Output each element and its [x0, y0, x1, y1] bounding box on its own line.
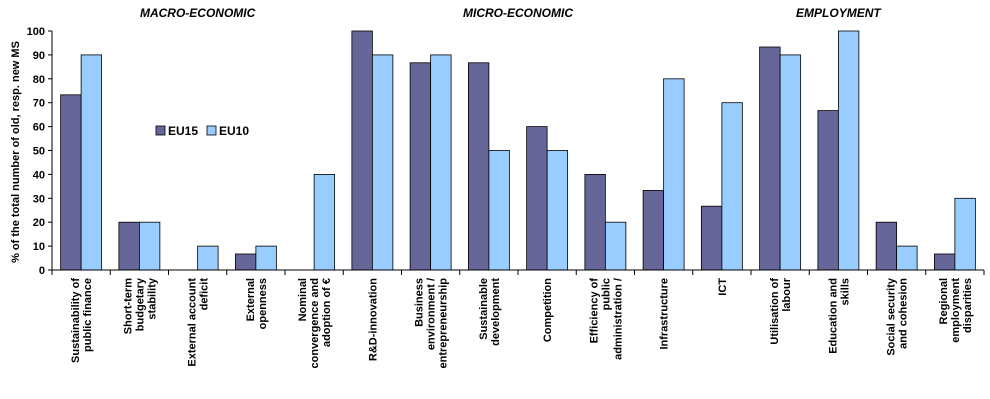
bar-eu15 — [584, 173, 606, 271]
bar-eu10 — [197, 245, 219, 271]
x-axis: Sustainability ofpublic finance Short-ter… — [51, 269, 985, 369]
bar-eu15 — [642, 190, 665, 271]
y-tick-label: 0 — [39, 265, 45, 277]
y-axis: 0 10 20 30 40 50 60 70 80 90 100 — [27, 26, 53, 277]
legend-label-eu10: EU10 — [219, 124, 249, 138]
group-label: MACRO-ECONOMIC — [140, 6, 256, 20]
bar-eu10 — [138, 221, 161, 271]
bar-eu10 — [721, 102, 743, 271]
bar-eu15 — [700, 205, 723, 271]
bar-eu10 — [313, 173, 336, 271]
y-tick-label: 60 — [33, 122, 45, 134]
y-tick-label: 100 — [27, 26, 45, 38]
x-category-label: Nominalconvergence andadoption of € — [297, 278, 333, 368]
y-axis-title: % of the total number of old, resp. new … — [10, 41, 22, 263]
x-category-label: Infrastructure — [659, 278, 671, 350]
x-category-label: ICT — [717, 278, 729, 296]
x-category-label: Sustainabledevelopment — [478, 278, 502, 346]
x-category-label: Businessenvironment /entrepreneurship — [414, 278, 450, 369]
bar-eu15 — [817, 110, 839, 271]
y-tick-label: 90 — [33, 50, 45, 62]
bar-eu15 — [933, 253, 956, 271]
bar-eu15 — [875, 221, 898, 271]
bar-eu15 — [526, 126, 548, 271]
x-category-label: Regionalemploymentdisparities — [938, 278, 974, 343]
bar-eu10 — [837, 30, 860, 271]
y-tick-label: 10 — [33, 241, 45, 253]
group-label: MICRO-ECONOMIC — [463, 6, 573, 20]
x-category-label: Competition — [542, 278, 554, 342]
y-tick-label: 40 — [33, 169, 45, 181]
bar-eu15 — [234, 253, 257, 271]
x-category-label: Efficiency ofpublicadministration / — [588, 278, 624, 360]
legend: EU15 EU10 — [155, 124, 249, 138]
bar-eu10 — [255, 245, 277, 271]
x-category-label: Social securityand cohesion — [886, 277, 910, 356]
bar-eu10 — [604, 221, 627, 271]
bar-eu15 — [467, 62, 490, 271]
bar-eu10 — [430, 54, 452, 271]
y-tick-label: 20 — [33, 217, 45, 229]
bar-eu10 — [779, 54, 802, 271]
x-category-label: Education andskills — [827, 278, 851, 354]
bar-eu15 — [409, 62, 432, 271]
legend-swatch-eu15 — [155, 125, 166, 136]
bar-eu10 — [488, 150, 510, 271]
bar-eu15 — [759, 46, 781, 271]
bar-eu10 — [954, 197, 976, 271]
x-category-label: External accountdeficit — [187, 278, 211, 367]
bar-eu10 — [663, 78, 685, 271]
bar-eu10 — [371, 54, 394, 271]
group-labels: MACRO-ECONOMIC MICRO-ECONOMIC EMPLOYMENT — [140, 6, 882, 20]
y-tick-label: 70 — [33, 98, 45, 110]
x-category-label: Short-termbudgetarystability — [122, 277, 158, 334]
x-category-label: R&D-innovation — [367, 278, 379, 361]
bars — [60, 30, 976, 271]
bar-eu10 — [80, 54, 103, 271]
y-tick-label: 30 — [33, 193, 45, 205]
group-label: EMPLOYMENT — [796, 6, 882, 20]
y-tick-label: 50 — [33, 146, 45, 158]
x-category-label: Sustainability ofpublic finance — [70, 278, 94, 363]
legend-swatch-eu10 — [206, 125, 217, 136]
bar-eu10 — [896, 245, 918, 271]
bar-eu15 — [60, 94, 82, 271]
y-tick-label: 80 — [33, 74, 45, 86]
bar-eu15 — [351, 30, 373, 271]
x-category-label: Externalopenness — [245, 278, 269, 329]
legend-label-eu15: EU15 — [168, 124, 198, 138]
bar-eu10 — [546, 150, 569, 271]
x-category-label: Utilisation oflabour — [769, 277, 793, 344]
bar-eu15 — [118, 221, 140, 271]
